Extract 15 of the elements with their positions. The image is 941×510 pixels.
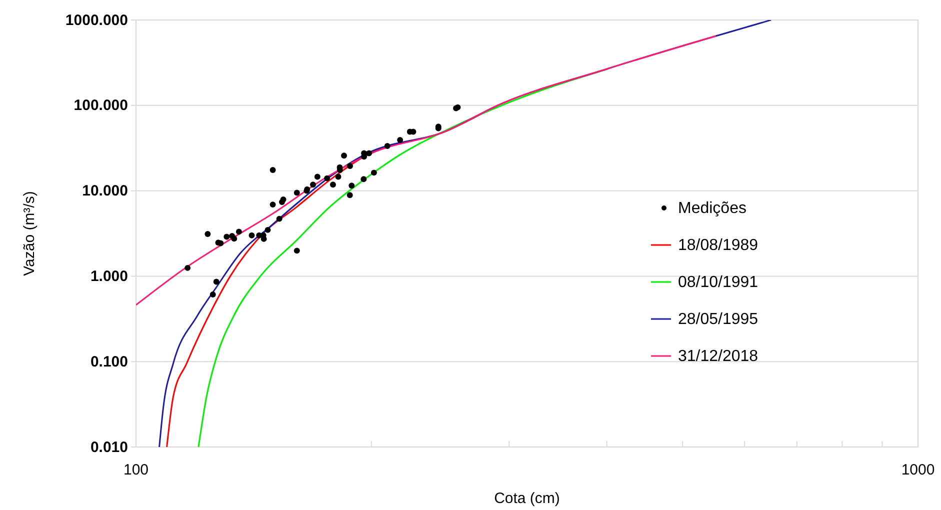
legend-label: Medições — [678, 200, 746, 217]
y-tick-label: 100.000 — [74, 97, 128, 114]
x-tick-label: 100 — [123, 462, 149, 478]
legend-label: 31/12/2018 — [678, 348, 758, 365]
x-tick-label: 1000 — [901, 462, 935, 478]
legend-label: 18/08/1989 — [678, 237, 758, 254]
y-tick-label: 1.000 — [90, 268, 128, 285]
y-tick-label: 1000.000 — [65, 12, 128, 29]
y-tick-label: 10.000 — [82, 182, 128, 200]
y-tick-label: 0.100 — [90, 353, 128, 370]
x-axis-title: Cota (cm) — [494, 490, 560, 507]
y-axis-title: Vazão (m³/s) — [21, 191, 38, 276]
legend-label: 08/10/1991 — [678, 274, 758, 291]
legend-label: 28/05/1995 — [678, 311, 758, 328]
y-tick-label: 0.010 — [90, 438, 128, 456]
